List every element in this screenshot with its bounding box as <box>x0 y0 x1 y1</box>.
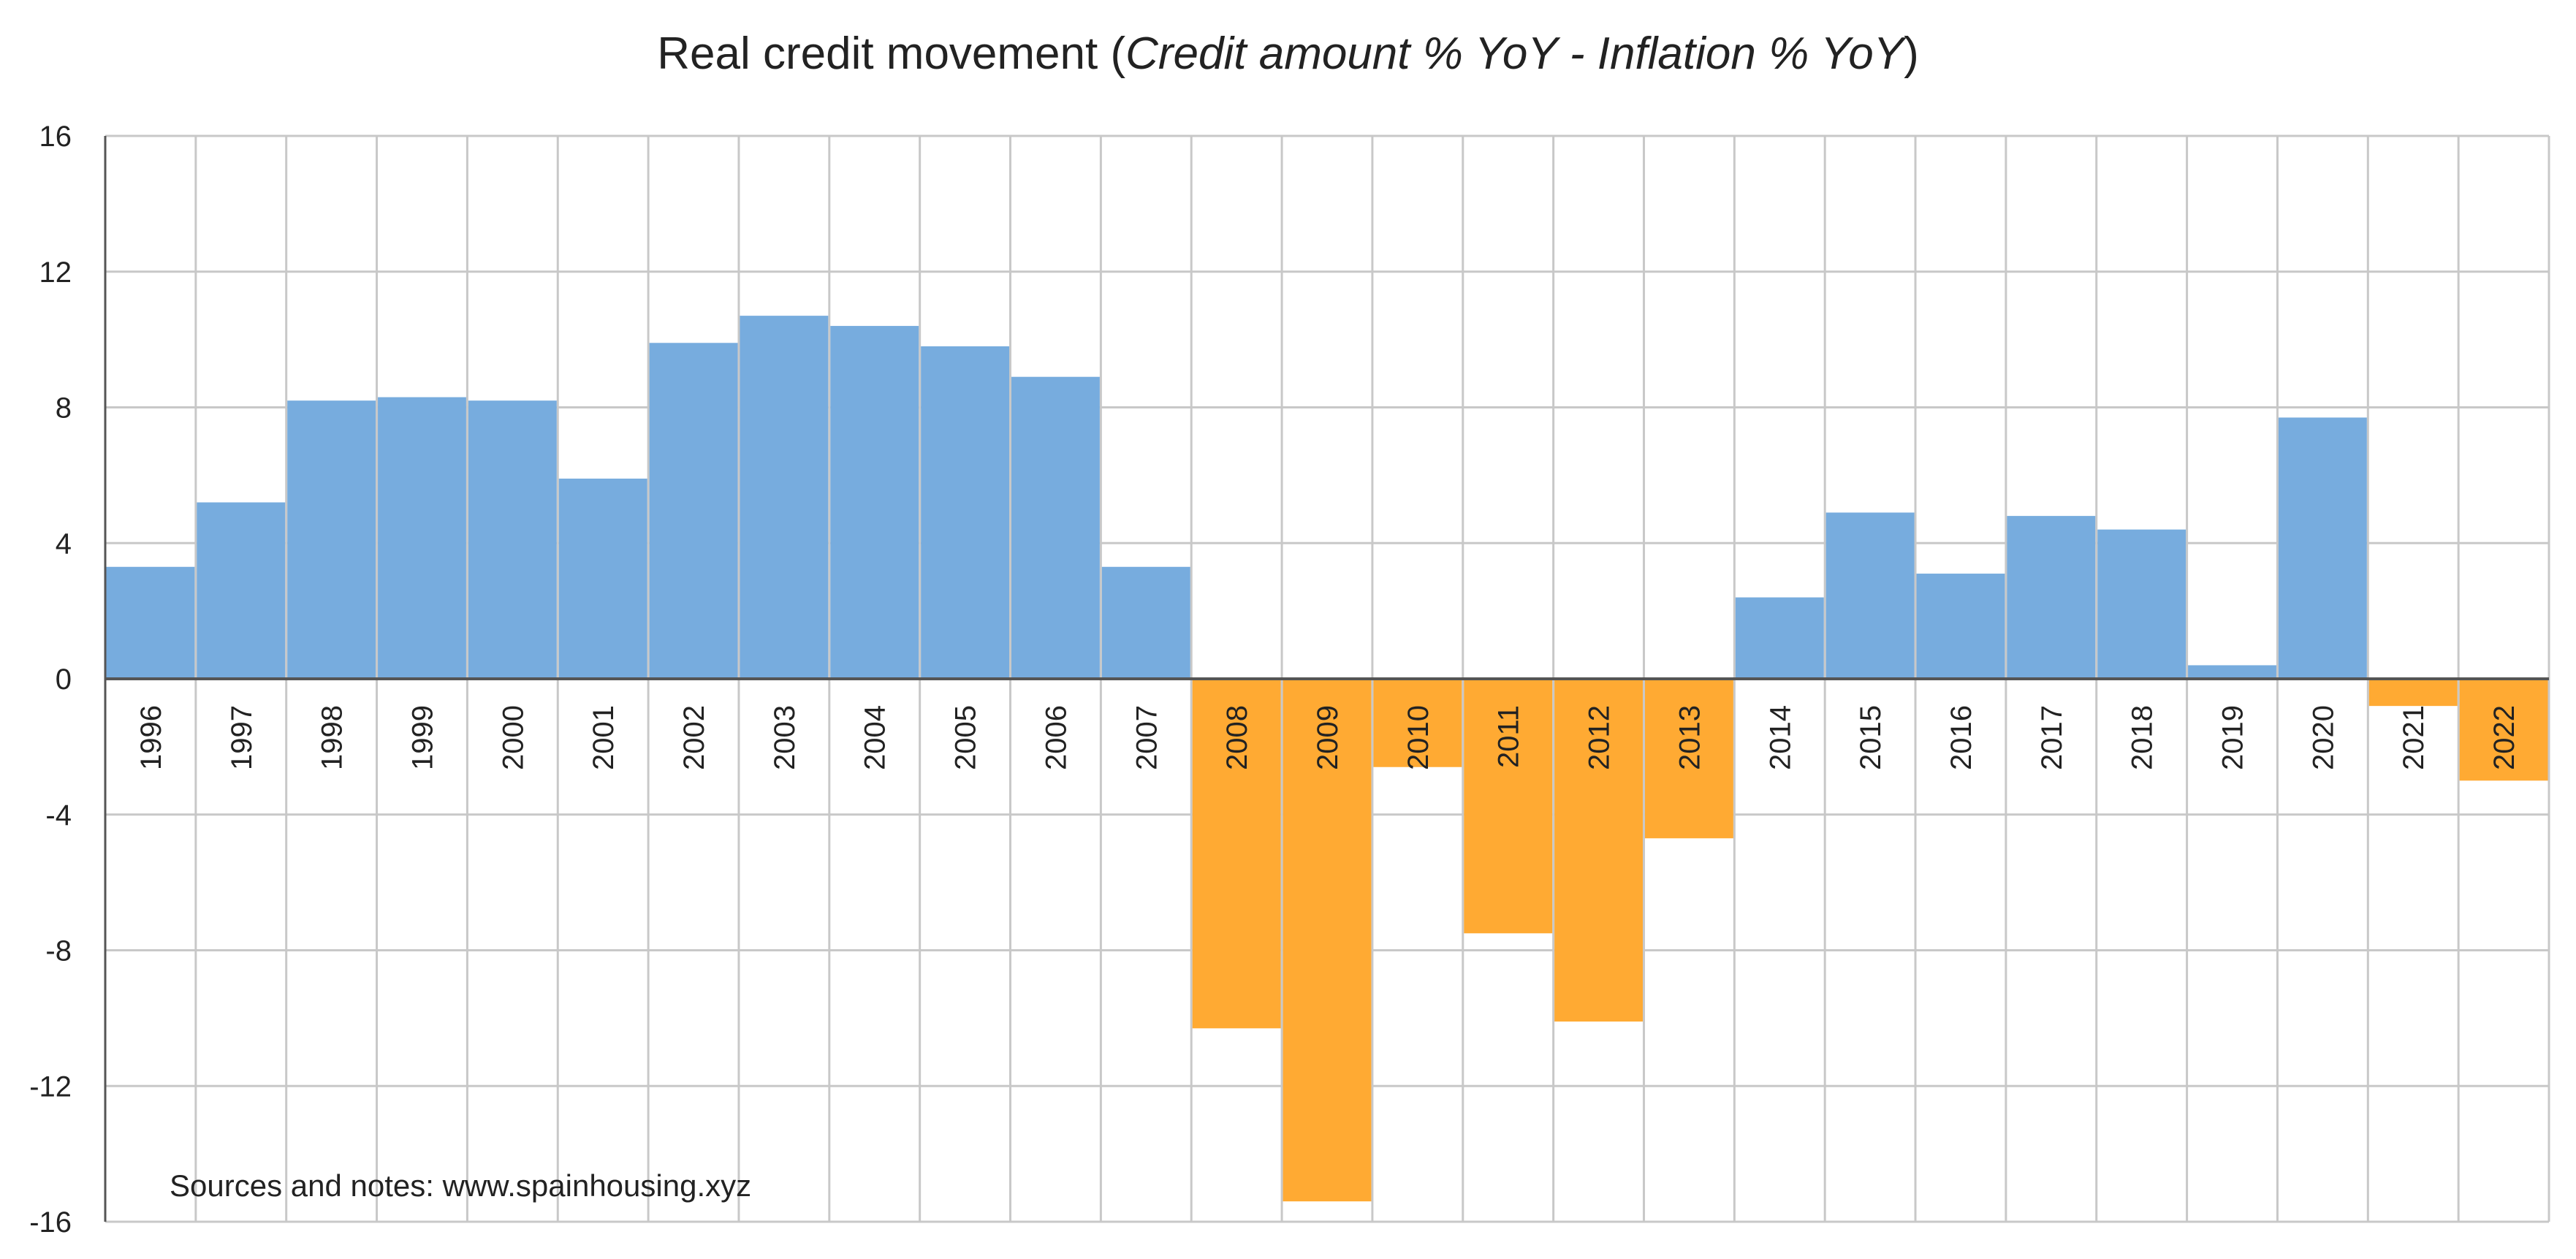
x-tick-label: 2012 <box>1584 705 1616 770</box>
bar-2006 <box>1011 376 1100 679</box>
bar-2011 <box>1464 679 1553 934</box>
x-tick-label: 2010 <box>1402 705 1435 770</box>
x-tick-label: 2004 <box>859 705 892 770</box>
bar-2007 <box>1101 566 1190 679</box>
bar-2018 <box>2097 529 2186 679</box>
axes <box>104 136 2549 1222</box>
x-tick-label: 2020 <box>2307 705 2339 770</box>
tick-labels: 16 12 8 4 0 -4 -8 -12 -16 1996 1997 1998 1999 2000 200… <box>29 121 2520 1239</box>
bars <box>106 316 2548 1202</box>
bar-2009 <box>1283 679 1372 1202</box>
bar-2005 <box>921 346 1010 679</box>
y-tick-label: 12 <box>39 256 72 289</box>
x-tick-label: 2015 <box>1855 705 1887 770</box>
bar-1996 <box>106 566 195 679</box>
y-tick-label: 16 <box>39 121 72 153</box>
x-tick-label: 2006 <box>1040 705 1072 770</box>
x-tick-label: 2001 <box>588 705 620 770</box>
bar-1999 <box>378 397 466 679</box>
x-tick-label: 2008 <box>1221 705 1253 770</box>
bar-2014 <box>1735 597 1824 679</box>
x-tick-label: 2011 <box>1493 705 1525 768</box>
bar-2000 <box>468 400 557 679</box>
y-tick-label: -4 <box>45 799 72 832</box>
bar-2021 <box>2368 679 2458 707</box>
bar-2003 <box>740 316 829 679</box>
x-tick-label: 2014 <box>1764 705 1796 770</box>
x-tick-label: 2017 <box>2036 705 2068 770</box>
y-tick-label: -12 <box>29 1070 72 1103</box>
x-tick-label: 2003 <box>769 705 801 770</box>
bar-2001 <box>558 479 647 679</box>
y-tick-label: -8 <box>45 935 72 967</box>
x-tick-label: 2007 <box>1131 705 1163 770</box>
bar-2016 <box>1916 574 2005 679</box>
chart-title-prefix: Real credit movement ( <box>657 28 1126 79</box>
bar-2012 <box>1554 679 1643 1022</box>
x-tick-label: 1998 <box>316 705 349 770</box>
x-tick-label: 2000 <box>497 705 529 770</box>
bar-2019 <box>2188 665 2276 679</box>
x-tick-label: 2002 <box>678 705 710 770</box>
x-tick-label: 2016 <box>1945 705 1977 770</box>
grid-lines <box>105 134 2550 1223</box>
chart-title-suffix: ) <box>1904 28 1919 79</box>
x-tick-label: 1999 <box>406 705 438 770</box>
x-tick-label: 2022 <box>2488 705 2520 770</box>
bar-2017 <box>2007 516 2096 679</box>
x-tick-label: 2013 <box>1673 705 1706 770</box>
x-tick-label: 2005 <box>950 705 982 770</box>
chart-title-italic: Credit amount % YoY - Inflation % YoY <box>1125 28 1904 79</box>
x-tick-label: 2019 <box>2217 705 2249 770</box>
y-tick-label: 4 <box>56 528 72 560</box>
x-tick-label: 2018 <box>2127 705 2159 770</box>
bar-2022 <box>2459 679 2548 781</box>
bar-2010 <box>1373 679 1462 767</box>
y-tick-label: 0 <box>56 663 72 696</box>
sources-note: Sources and notes: www.spainhousing.xyz <box>170 1168 751 1203</box>
bar-2020 <box>2278 417 2367 679</box>
y-tick-label: 8 <box>56 392 72 425</box>
x-tick-label: 2009 <box>1312 705 1344 770</box>
bar-2013 <box>1644 679 1733 839</box>
chart-title: Real credit movement (Credit amount % Yo… <box>0 28 2576 80</box>
bar-2015 <box>1825 512 1915 679</box>
bar-1998 <box>287 400 376 679</box>
bar-2008 <box>1192 679 1281 1029</box>
bar-1997 <box>197 502 286 679</box>
x-tick-label: 1996 <box>135 705 167 770</box>
bar-2002 <box>649 343 738 679</box>
y-tick-label: -16 <box>29 1206 72 1239</box>
x-tick-label: 2021 <box>2398 705 2430 770</box>
x-tick-label: 1997 <box>226 705 258 770</box>
bar-2004 <box>830 326 919 679</box>
